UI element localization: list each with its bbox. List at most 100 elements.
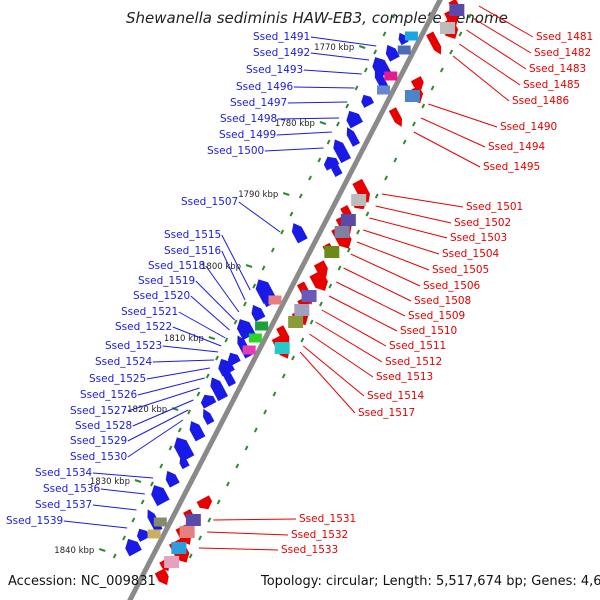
- gene-label-right[interactable]: Ssed_1481: [536, 31, 593, 43]
- guide-tick: [272, 391, 277, 397]
- gene-label-left[interactable]: Ssed_1515: [164, 229, 221, 241]
- gene-feature: [153, 517, 167, 527]
- gene-label-left[interactable]: Ssed_1525: [89, 373, 146, 385]
- gene-label-right[interactable]: Ssed_1504: [442, 248, 500, 260]
- gene-feature: [333, 139, 352, 164]
- gene-label-left[interactable]: Ssed_1499: [219, 129, 276, 141]
- guide-tick: [319, 301, 323, 307]
- gene-feature: [203, 408, 215, 425]
- guide-tick: [373, 49, 378, 55]
- gene-label-right[interactable]: Ssed_1517: [358, 407, 415, 419]
- gene-leader-line: [146, 367, 210, 380]
- kbp-scale-label: 1780 kbp: [275, 119, 315, 129]
- gene-label-right[interactable]: Ssed_1501: [466, 201, 523, 213]
- gene-label-left[interactable]: Ssed_1528: [75, 420, 132, 432]
- gene-label-left[interactable]: Ssed_1527: [70, 405, 127, 417]
- guide-tick: [233, 319, 238, 325]
- gene-feature: [301, 290, 317, 302]
- gene-label-right[interactable]: Ssed_1514: [367, 390, 425, 402]
- gene-leader-line: [178, 311, 226, 339]
- guide-tick: [449, 49, 454, 55]
- guide-tick: [252, 283, 257, 289]
- gene-label-right[interactable]: Ssed_1494: [488, 141, 546, 153]
- kbp-tick: [358, 45, 366, 49]
- gene-label-left[interactable]: Ssed_1492: [253, 47, 310, 59]
- gene-leader-line: [478, 5, 534, 38]
- gene-leader-line: [428, 103, 498, 128]
- gene-leader-line: [472, 17, 532, 54]
- gene-label-right[interactable]: Ssed_1495: [483, 161, 540, 173]
- gene-feature: [268, 295, 282, 305]
- kbp-tick: [282, 192, 290, 196]
- gene-label-right[interactable]: Ssed_1502: [454, 217, 511, 229]
- gene-label-right[interactable]: Ssed_1511: [389, 340, 446, 352]
- gene-feature: [174, 437, 195, 462]
- gene-label-right[interactable]: Ssed_1531: [299, 513, 356, 525]
- genome-backbone: [127, 0, 443, 600]
- gene-label-right[interactable]: Ssed_1512: [385, 356, 442, 368]
- gene-label-right[interactable]: Ssed_1506: [423, 280, 481, 292]
- gene-label-left[interactable]: Ssed_1498: [220, 113, 277, 125]
- gene-leader-line: [315, 321, 383, 363]
- gene-leader-line: [369, 217, 448, 239]
- gene-feature: [276, 325, 290, 345]
- gene-label-left[interactable]: Ssed_1526: [80, 389, 138, 401]
- gene-label-right[interactable]: Ssed_1483: [529, 63, 586, 75]
- gene-label-left[interactable]: Ssed_1500: [207, 145, 264, 157]
- gene-label-right[interactable]: Ssed_1533: [281, 544, 338, 556]
- gene-label-left[interactable]: Ssed_1516: [164, 245, 222, 257]
- gene-label-right[interactable]: Ssed_1513: [376, 371, 433, 383]
- kbp-scale-label: 1830 kbp: [90, 477, 130, 487]
- gene-leader-line: [264, 147, 324, 152]
- gene-feature: [449, 4, 465, 16]
- kbp-tick: [208, 336, 216, 340]
- kbp-scale-label: 1770 kbp: [314, 43, 354, 53]
- gene-label-left[interactable]: Ssed_1497: [230, 97, 287, 109]
- gene-label-right[interactable]: Ssed_1482: [534, 47, 591, 59]
- gene-leader-line: [92, 504, 137, 511]
- gene-leader-line: [287, 101, 348, 104]
- gene-label-right[interactable]: Ssed_1490: [500, 121, 557, 133]
- gene-label-right[interactable]: Ssed_1532: [291, 529, 348, 541]
- gene-feature: [154, 568, 169, 586]
- gene-label-right[interactable]: Ssed_1509: [408, 310, 465, 322]
- gene-label-right[interactable]: Ssed_1505: [432, 264, 489, 276]
- gene-label-right[interactable]: Ssed_1486: [512, 95, 570, 107]
- gene-label-left[interactable]: Ssed_1522: [115, 321, 172, 333]
- gene-leader-line: [190, 295, 230, 331]
- gene-leader-line: [213, 518, 297, 521]
- guide-tick: [150, 481, 154, 487]
- gene-label-left[interactable]: Ssed_1491: [253, 31, 310, 43]
- gene-feature: [136, 528, 150, 542]
- gene-label-left[interactable]: Ssed_1537: [35, 499, 92, 511]
- gene-label-right[interactable]: Ssed_1503: [450, 232, 507, 244]
- gene-feature: [274, 342, 290, 354]
- gene-label-left[interactable]: Ssed_1507: [181, 196, 238, 208]
- gene-label-left[interactable]: Ssed_1539: [6, 515, 63, 527]
- gene-label-left[interactable]: Ssed_1493: [246, 64, 303, 76]
- gene-label-left[interactable]: Ssed_1534: [35, 467, 93, 479]
- guide-tick: [309, 319, 314, 325]
- gene-feature: [309, 269, 328, 291]
- gene-label-left[interactable]: Ssed_1521: [121, 306, 178, 318]
- gene-label-left[interactable]: Ssed_1523: [105, 340, 162, 352]
- gene-leader-line: [277, 117, 340, 120]
- gene-label-left[interactable]: Ssed_1524: [95, 356, 153, 368]
- gene-label-right[interactable]: Ssed_1510: [400, 325, 457, 337]
- gene-label-left[interactable]: Ssed_1518: [148, 260, 205, 272]
- gene-label-left[interactable]: Ssed_1529: [70, 435, 127, 447]
- gene-label-left[interactable]: Ssed_1496: [236, 81, 294, 93]
- gene-label-left[interactable]: Ssed_1536: [43, 483, 101, 495]
- gene-label-left[interactable]: Ssed_1530: [70, 451, 127, 463]
- gene-label-left[interactable]: Ssed_1520: [133, 290, 190, 302]
- topology-label: Topology: circular; Length: 5,517,674 bp…: [261, 574, 600, 589]
- gene-label-right[interactable]: Ssed_1485: [523, 79, 580, 91]
- gene-feature: [426, 31, 442, 55]
- guide-tick: [198, 535, 202, 541]
- gene-label-left[interactable]: Ssed_1519: [138, 275, 195, 287]
- gene-label-right[interactable]: Ssed_1508: [414, 295, 471, 307]
- gene-leader-line: [321, 309, 387, 347]
- guide-tick: [187, 409, 192, 415]
- guide-tick: [458, 31, 463, 37]
- kbp-tick: [319, 121, 327, 125]
